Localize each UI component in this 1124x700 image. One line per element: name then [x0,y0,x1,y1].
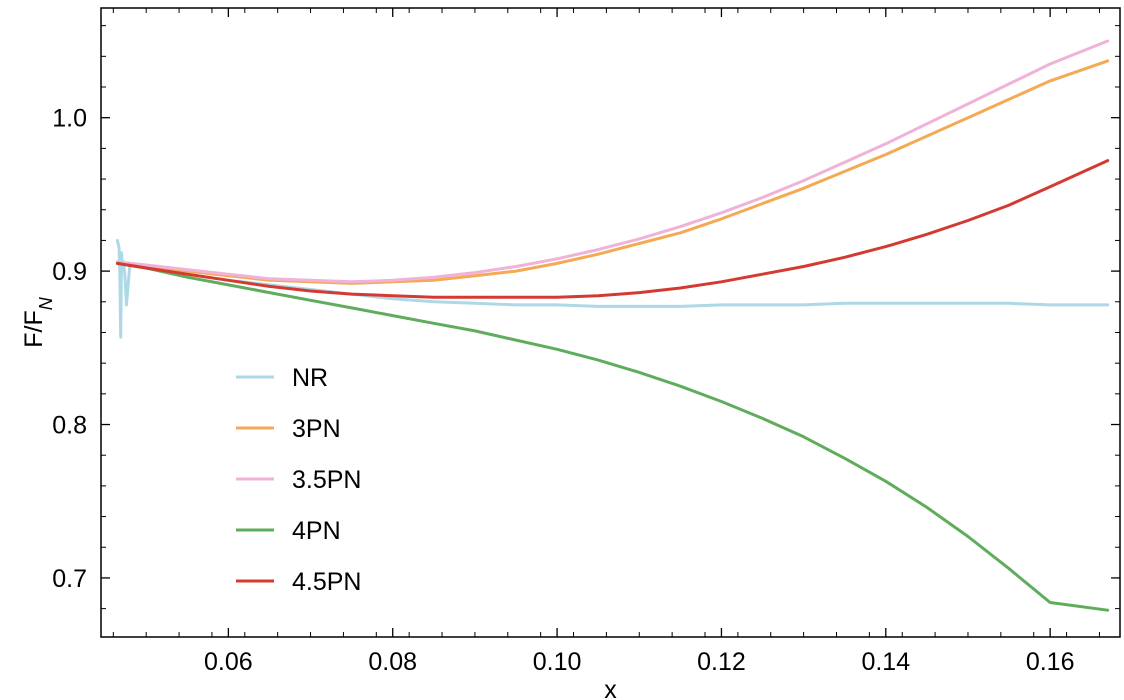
x-tick-label: 0.16 [1026,648,1075,676]
x-tick-label: 0.10 [533,648,582,676]
x-tick-label: 0.14 [861,648,910,676]
legend-label-3pn: 3PN [292,415,341,443]
x-tick-label: 0.08 [368,648,417,676]
plot-frame [100,7,1121,638]
series-layer [115,39,1110,612]
legend-label-4-5pn: 4.5PN [292,568,361,596]
legend-label-3-5pn: 3.5PN [292,466,361,494]
series-line-3-5pn [115,39,1110,284]
y-axis-label: F/FN [20,296,56,348]
legend-label-4pn: 4PN [292,517,341,545]
y-axis-label-subscript: N [36,296,56,310]
series-line-4-5pn [115,159,1110,299]
y-tick-label: 0.7 [52,565,87,593]
x-axis-label: x [604,676,617,700]
legend-label-nr: NR [292,364,328,392]
x-tick-label: 0.06 [204,648,253,676]
y-tick-label: 0.8 [52,412,87,440]
series-line-4pn [115,261,1110,612]
y-tick-label: 0.9 [52,258,87,286]
y-axis-label-main: F/F [20,310,48,348]
legend: NR 3PN 3.5PN 4PN 4.5PN [236,364,361,596]
y-tick-label: 1.0 [52,105,87,133]
axes-layer: 0.06 0.08 0.10 0.12 0.14 0.16 0.7 0.8 0.9 1.0 [52,7,1121,676]
x-tick-label: 0.12 [697,648,746,676]
